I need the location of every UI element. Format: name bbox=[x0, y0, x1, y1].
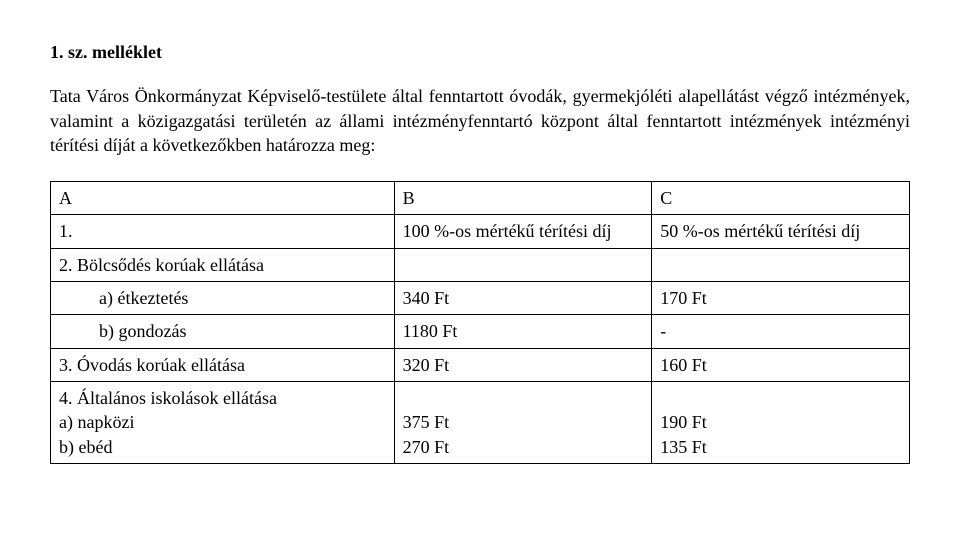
intro-paragraph: Tata Város Önkormányzat Képviselő-testül… bbox=[50, 84, 910, 157]
cell-c: 160 Ft bbox=[652, 348, 910, 381]
header-c: C bbox=[652, 182, 910, 215]
cell-a: 2. Bölcsődés korúak ellátása bbox=[51, 248, 395, 281]
cell-c: 190 Ft 135 Ft bbox=[652, 381, 910, 463]
fee-table: A B C 1. 100 %-os mértékű térítési díj 5… bbox=[50, 181, 910, 464]
table-row: 3. Óvodás korúak ellátása 320 Ft 160 Ft bbox=[51, 348, 910, 381]
cell-a: b) gondozás bbox=[51, 315, 395, 348]
cell-b: 375 Ft 270 Ft bbox=[394, 381, 652, 463]
cell-c bbox=[652, 248, 910, 281]
header-a: A bbox=[51, 182, 395, 215]
cell-a: a) étkeztetés bbox=[51, 282, 395, 315]
table-row: a) étkeztetés 340 Ft 170 Ft bbox=[51, 282, 910, 315]
table-row: b) gondozás 1180 Ft - bbox=[51, 315, 910, 348]
document-title: 1. sz. melléklet bbox=[50, 40, 910, 64]
cell-b bbox=[394, 248, 652, 281]
table-row: 1. 100 %-os mértékű térítési díj 50 %-os… bbox=[51, 215, 910, 248]
table-row: 2. Bölcsődés korúak ellátása bbox=[51, 248, 910, 281]
cell-c: 50 %-os mértékű térítési díj bbox=[652, 215, 910, 248]
cell-a: 1. bbox=[51, 215, 395, 248]
header-b: B bbox=[394, 182, 652, 215]
cell-c: 170 Ft bbox=[652, 282, 910, 315]
cell-a: 3. Óvodás korúak ellátása bbox=[51, 348, 395, 381]
cell-b: 340 Ft bbox=[394, 282, 652, 315]
cell-b: 100 %-os mértékű térítési díj bbox=[394, 215, 652, 248]
table-row: 4. Általános iskolások ellátása a) napkö… bbox=[51, 381, 910, 463]
table-header-row: A B C bbox=[51, 182, 910, 215]
cell-c: - bbox=[652, 315, 910, 348]
cell-b: 320 Ft bbox=[394, 348, 652, 381]
cell-a: 4. Általános iskolások ellátása a) napkö… bbox=[51, 381, 395, 463]
cell-b: 1180 Ft bbox=[394, 315, 652, 348]
